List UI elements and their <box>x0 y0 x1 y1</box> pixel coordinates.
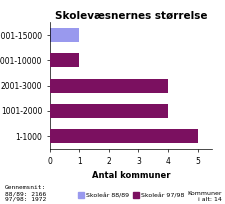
Bar <box>50 53 79 67</box>
Bar <box>50 104 167 118</box>
Text: Gennemsnit:
88/89: 2166
97/98: 1972: Gennemsnit: 88/89: 2166 97/98: 1972 <box>4 185 46 202</box>
Bar <box>50 129 197 143</box>
Bar <box>50 28 79 42</box>
Bar <box>50 79 167 93</box>
Bar <box>50 79 167 93</box>
Bar <box>50 129 197 143</box>
Bar <box>50 104 167 118</box>
Text: Kommuner
i alt: 14: Kommuner i alt: 14 <box>186 191 220 202</box>
X-axis label: Antal kommuner: Antal kommuner <box>91 171 170 180</box>
Title: Skolevæsnernes størrelse: Skolevæsnernes størrelse <box>55 10 206 20</box>
Legend: Skoleår 88/89, Skoleår 97/98: Skoleår 88/89, Skoleår 97/98 <box>75 190 186 201</box>
